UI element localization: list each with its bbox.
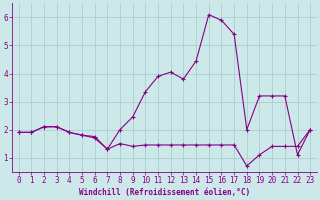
X-axis label: Windchill (Refroidissement éolien,°C): Windchill (Refroidissement éolien,°C) — [79, 188, 250, 197]
